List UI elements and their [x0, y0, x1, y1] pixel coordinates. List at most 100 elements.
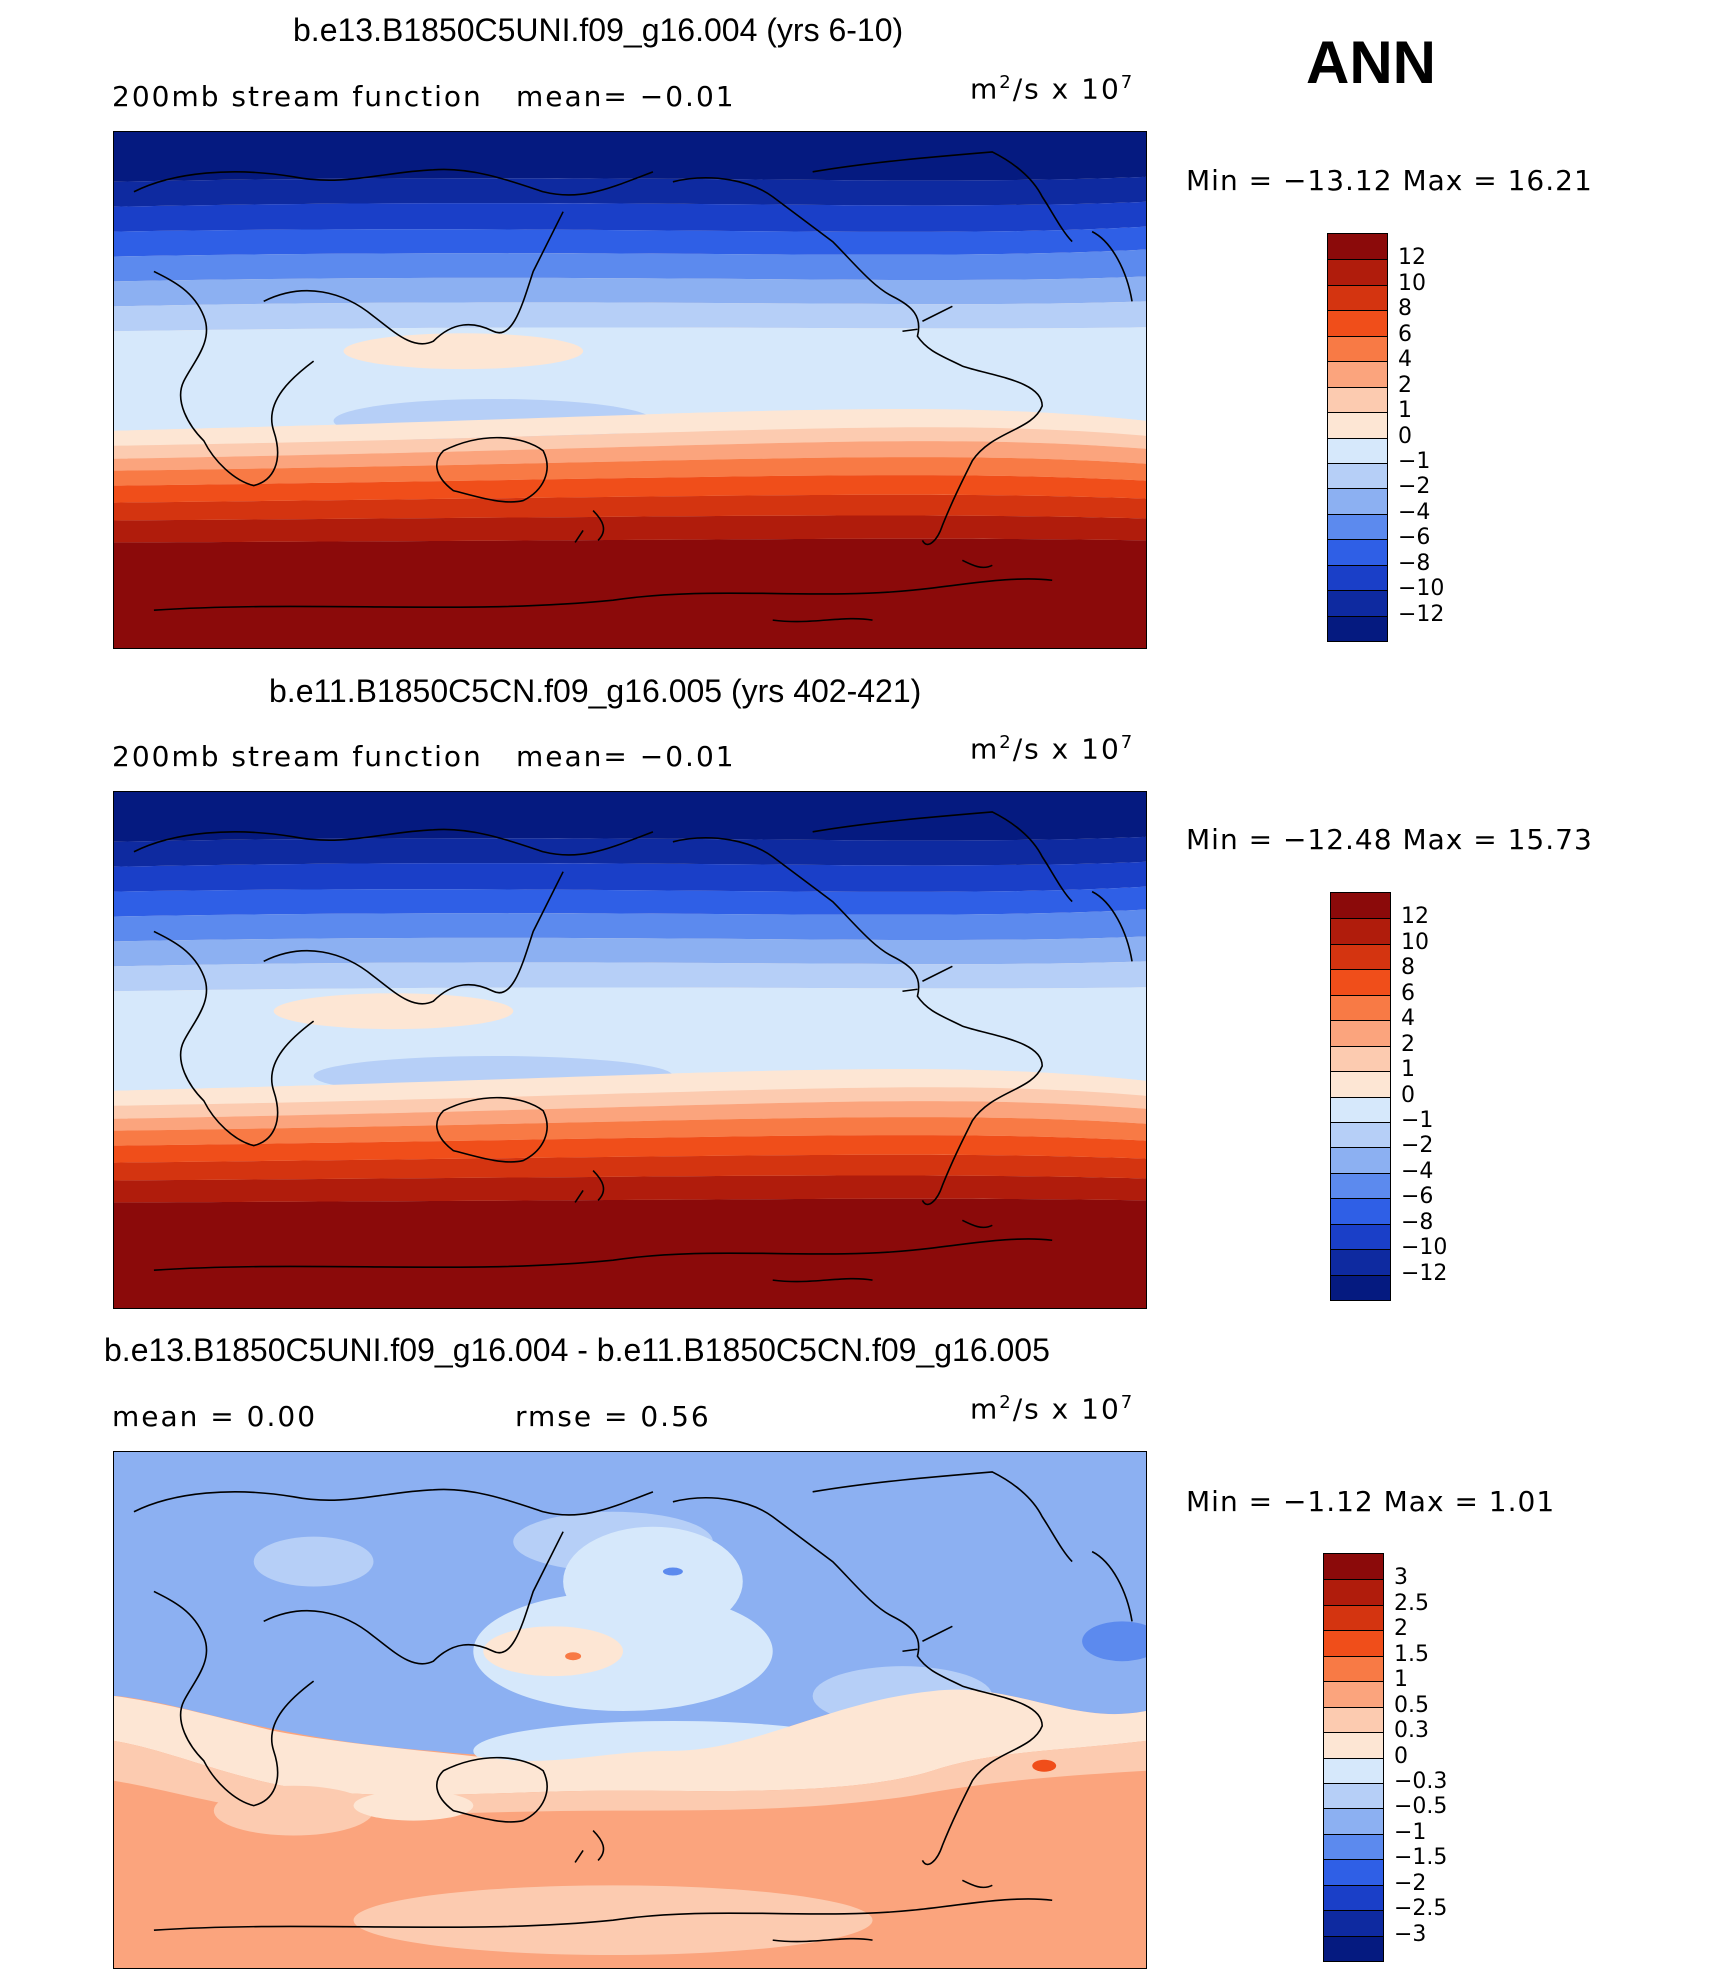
- units-exp2: 7: [1120, 732, 1135, 753]
- colorbar-tick-label: 0: [1398, 423, 1412, 449]
- colorbar-segment: [1324, 1884, 1383, 1911]
- colorbar-tick-label: −1: [1394, 1819, 1427, 1845]
- panel-2-contour-fill: [114, 792, 1146, 1308]
- colorbar-segment: [1328, 386, 1387, 413]
- colorbar-segment: [1331, 1274, 1390, 1300]
- colorbar-tick-label: −0.5: [1394, 1794, 1448, 1820]
- panel-1-minmax: Min = −13.12 Max = 16.21: [1186, 164, 1593, 197]
- colorbar-segment: [1324, 1706, 1383, 1733]
- colorbar-tick-label: −12: [1398, 601, 1445, 627]
- colorbar-tick-label: −2: [1398, 474, 1431, 500]
- colorbar-segment: [1324, 1630, 1383, 1656]
- colorbar-segment: [1324, 1808, 1383, 1834]
- colorbar-segment: [1328, 310, 1387, 336]
- colorbar-segment: [1328, 615, 1387, 641]
- colorbar-tick-label: −2: [1394, 1870, 1427, 1896]
- colorbar-segment: [1324, 1655, 1383, 1682]
- units-exp: 2: [999, 1392, 1013, 1413]
- colorbar-segment: [1328, 335, 1387, 362]
- colorbar-tick-label: −10: [1401, 1235, 1448, 1261]
- season-label: ANN: [1306, 29, 1436, 96]
- colorbar-tick-label: 4: [1401, 1006, 1415, 1032]
- colorbar-segment: [1324, 1833, 1383, 1860]
- colorbar-segment: [1328, 564, 1387, 591]
- panel-3-contour-fill: [114, 1452, 1146, 1968]
- colorbar-segment: [1328, 437, 1387, 463]
- colorbar-tick-label: −1: [1401, 1107, 1434, 1133]
- panel-3-colorbar: [1323, 1553, 1384, 1962]
- colorbar-tick-label: −3: [1394, 1921, 1427, 1947]
- colorbar-tick-label: 6: [1398, 321, 1412, 347]
- panel-3-mean-label: mean = 0.00: [112, 1400, 318, 1433]
- colorbar-tick-label: 0: [1401, 1082, 1415, 1108]
- panel-1-variable-label: 200mb stream function: [112, 80, 483, 113]
- colorbar-segment: [1328, 539, 1387, 565]
- colorbar-tick-label: 3: [1394, 1565, 1408, 1591]
- colorbar-segment: [1331, 893, 1390, 919]
- colorbar-tick-label: −8: [1401, 1209, 1434, 1235]
- colorbar-tick-label: −0.3: [1394, 1768, 1448, 1794]
- colorbar-tick-label: 10: [1401, 929, 1429, 955]
- panel-1-contour-fill: [114, 132, 1146, 648]
- panel-3-coastlines: [133, 1471, 1133, 1943]
- panel-3-rmse-label: rmse = 0.56: [515, 1400, 711, 1433]
- colorbar-segment: [1328, 259, 1387, 285]
- panel-1-title: b.e13.B1850C5UNI.f09_g16.004 (yrs 6-10): [293, 12, 904, 48]
- colorbar-segment: [1324, 1604, 1383, 1631]
- panel-3-units: m2/s x 107: [970, 1392, 1134, 1425]
- colorbar-tick-label: 8: [1398, 296, 1412, 322]
- colorbar-tick-label: 1.5: [1394, 1641, 1429, 1667]
- colorbar-segment: [1331, 1249, 1390, 1275]
- panel-3-title: b.e13.B1850C5UNI.f09_g16.004 - b.e11.B18…: [104, 1332, 1050, 1368]
- colorbar-tick-label: −2: [1401, 1133, 1434, 1159]
- colorbar-tick-label: 4: [1398, 347, 1412, 373]
- units-base: m: [970, 732, 1000, 766]
- panel-3-map-svg: [114, 1452, 1146, 1968]
- colorbar-tick-label: 6: [1401, 980, 1415, 1006]
- colorbar-tick-label: 10: [1398, 270, 1426, 296]
- colorbar-tick-label: −4: [1401, 1158, 1434, 1184]
- colorbar-segment: [1328, 462, 1387, 489]
- colorbar-segment: [1324, 1732, 1383, 1758]
- colorbar-segment: [1331, 1147, 1390, 1173]
- colorbar-segment: [1331, 918, 1390, 944]
- colorbar-segment: [1331, 969, 1390, 995]
- colorbar-segment: [1324, 1757, 1383, 1783]
- units-mid: /s x 10: [1012, 72, 1121, 106]
- colorbar-segment: [1324, 1935, 1383, 1961]
- colorbar-segment: [1331, 1096, 1390, 1122]
- colorbar-tick-label: −4: [1398, 499, 1431, 525]
- colorbar-tick-label: 1: [1398, 398, 1412, 424]
- panel-2-minmax: Min = −12.48 Max = 15.73: [1186, 823, 1593, 856]
- colorbar-tick-label: 2.5: [1394, 1590, 1429, 1616]
- panel-2-variable-label: 200mb stream function: [112, 740, 483, 773]
- colorbar-tick-label: 2: [1394, 1616, 1408, 1642]
- colorbar-tick-label: −1.5: [1394, 1845, 1448, 1871]
- colorbar-tick-label: −2.5: [1394, 1896, 1448, 1922]
- colorbar-tick-label: 0: [1394, 1743, 1408, 1769]
- colorbar-segment: [1331, 1121, 1390, 1148]
- units-exp: 2: [999, 732, 1013, 753]
- units-exp2: 7: [1120, 72, 1135, 93]
- colorbar-tick-label: −6: [1398, 525, 1431, 551]
- panel-2-map-svg: [114, 792, 1146, 1308]
- colorbar-segment: [1324, 1681, 1383, 1707]
- panel-1-coastlines: [133, 151, 1133, 623]
- colorbar-segment: [1328, 513, 1387, 540]
- panel-2-title: b.e11.B1850C5CN.f09_g16.005 (yrs 402-421…: [269, 673, 922, 709]
- colorbar-tick-label: 0.5: [1394, 1692, 1429, 1718]
- colorbar-tick-label: −6: [1401, 1184, 1434, 1210]
- colorbar-segment: [1331, 943, 1390, 970]
- colorbar-segment: [1331, 1045, 1390, 1072]
- colorbar-tick-label: 12: [1401, 904, 1429, 930]
- colorbar-tick-label: −12: [1401, 1260, 1448, 1286]
- colorbar-segment: [1328, 284, 1387, 311]
- colorbar-segment: [1328, 412, 1387, 438]
- colorbar-tick-label: 2: [1401, 1031, 1415, 1057]
- panel-2-map: [113, 791, 1147, 1309]
- panel-1-colorbar: [1327, 233, 1388, 642]
- colorbar-tick-label: −1: [1398, 448, 1431, 474]
- units-mid: /s x 10: [1012, 732, 1121, 766]
- colorbar-segment: [1328, 488, 1387, 514]
- units-mid: /s x 10: [1012, 1392, 1121, 1426]
